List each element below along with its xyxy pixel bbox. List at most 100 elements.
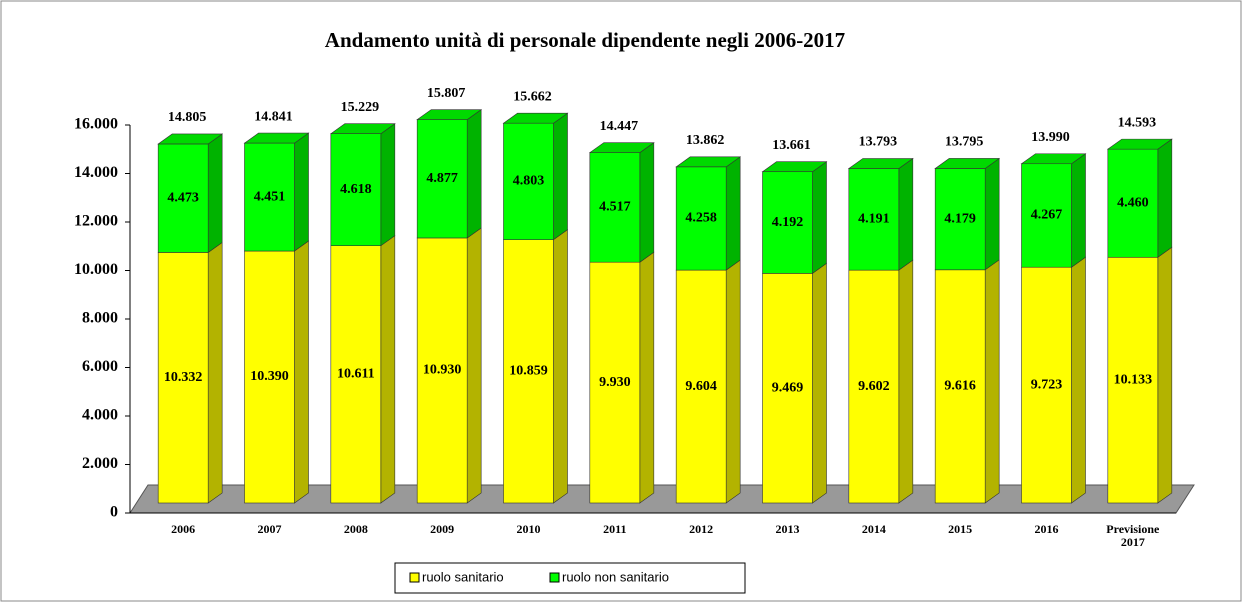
value-label: 9.616 [944,379,976,394]
total-label: 14.841 [254,109,293,124]
bar-top [157,133,224,145]
total-label: 15.229 [341,100,380,115]
bar-segment [503,239,554,504]
bar-side [984,157,1000,271]
bar-top [502,112,569,124]
bar-side [639,142,655,263]
x-tick-label: 2006 [171,522,196,536]
total-label: 15.662 [513,89,552,104]
bar-side [725,259,741,504]
value-label: 10.611 [337,367,375,382]
value-label: 9.469 [772,380,804,395]
value-label: 4.473 [167,190,199,205]
bar-side [1071,256,1086,504]
bar-segment [675,166,727,271]
total-label: 13.661 [772,138,811,153]
value-label: 4.267 [1031,208,1063,223]
value-label: 4.258 [685,211,717,226]
total-label: 13.990 [1031,130,1070,145]
bar-side [639,251,655,504]
value-label: 9.602 [858,379,890,394]
bar-side [294,240,309,504]
bar-side [466,109,482,239]
value-label: 10.930 [423,363,462,378]
total-label: 13.793 [859,135,898,150]
bar-segment [157,143,209,253]
bar-segment [416,237,468,504]
x-tick-label: 2010 [516,522,541,536]
legend-swatch [409,572,420,583]
total-label: 15.807 [427,86,466,101]
bar-side [380,235,396,504]
total-label: 14.447 [600,119,639,134]
bar-top [1106,138,1173,150]
bar-top [243,132,310,144]
total-label: 13.795 [945,135,984,150]
bar-side [898,157,914,271]
y-tick-label: 4.000 [82,407,118,424]
bar-side [294,132,309,252]
value-label: 10.332 [164,370,203,385]
bar-segment [589,261,641,504]
x-tick-label: 2014 [861,522,886,536]
bar-segment [1021,266,1072,504]
bar-segment [848,168,900,271]
value-label: 4.877 [426,171,458,186]
x-tick-label: Previsione 2017 [1106,522,1160,549]
y-tick-label: 2.000 [82,455,118,472]
bar-segment [157,252,209,504]
x-tick-label: 2008 [343,522,368,536]
bar-segment [1021,163,1072,268]
bar-side [553,229,568,504]
value-label: 9.604 [685,379,717,394]
bar-segment [416,119,468,239]
value-label: 4.192 [772,215,804,230]
total-label: 13.862 [686,133,725,148]
x-tick-label: 2015 [948,522,973,536]
bar-top [675,156,742,168]
bar-side [207,133,223,254]
y-tick-label: 14.000 [74,164,118,181]
bar-side [898,259,914,504]
bar-side [466,227,482,504]
bar-side [1071,153,1086,268]
bar-top [416,109,483,120]
y-tick-label: 0 [110,504,118,521]
value-label: 10.390 [250,369,289,384]
bar-side [553,112,568,241]
bar-top [588,142,655,153]
x-tick-label: 2013 [775,522,800,536]
bar-side [725,156,741,271]
legend-label: ruolo non sanitario [562,569,669,584]
bar-segment [934,269,986,504]
value-label: 4.803 [513,174,545,189]
bar-segment [244,142,295,252]
bar-side [812,262,827,504]
bar-side [380,123,396,247]
legend-label: ruolo sanitario [422,569,504,584]
legend-box [394,562,746,594]
bar-side [812,161,827,274]
bar-side [984,259,1000,504]
bar-top [761,161,828,173]
value-label: 9.723 [1031,377,1063,392]
bar-segment [330,133,382,246]
x-tick-label: 2011 [603,522,627,536]
bar-segment [762,171,813,274]
bar-segment [762,273,813,504]
bar-top [1020,153,1087,165]
value-label: 4.191 [858,212,890,227]
y-tick-label: 16.000 [74,116,118,133]
y-tick-label: 8.000 [82,310,118,327]
bar-segment [589,152,641,263]
x-tick-label: 2016 [1034,522,1059,536]
bar-top [847,158,914,169]
bar-segment [330,245,382,504]
bar-segment [503,122,554,240]
x-tick-label: 2007 [257,522,282,536]
bar-segment [934,168,986,271]
total-label: 14.805 [168,110,207,125]
